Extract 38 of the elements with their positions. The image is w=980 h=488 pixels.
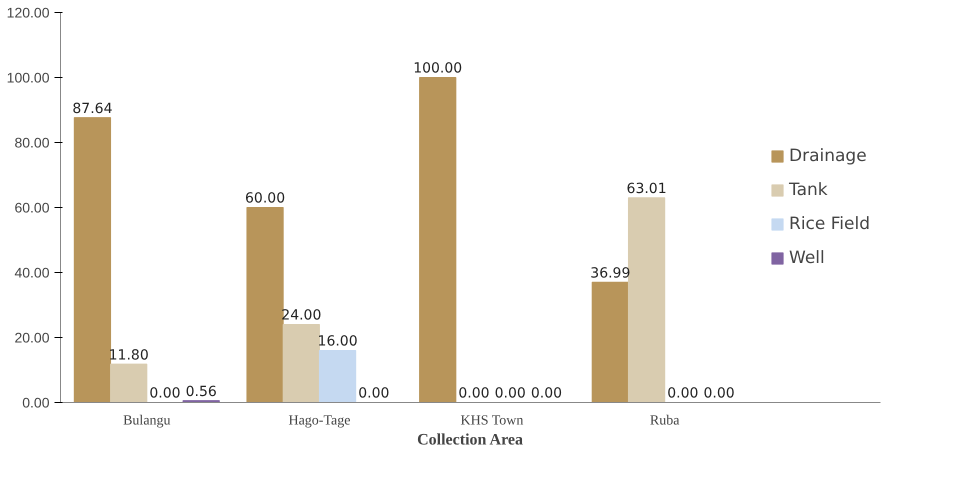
legend-label: Well bbox=[789, 248, 825, 268]
data-label: 0.56 bbox=[186, 384, 217, 400]
data-label: 60.00 bbox=[245, 190, 286, 207]
data-label: 100.00 bbox=[413, 60, 462, 77]
legend-label: Drainage bbox=[789, 146, 867, 166]
bar bbox=[110, 364, 148, 402]
bar bbox=[318, 350, 356, 402]
y-tick-label: 0.00 bbox=[22, 394, 50, 410]
data-label: 0.00 bbox=[494, 386, 526, 402]
bar bbox=[282, 324, 320, 402]
legend-label: Tank bbox=[789, 180, 828, 200]
x-tick-label: Bulangu bbox=[123, 414, 171, 428]
legend-label: Rice Field bbox=[789, 214, 870, 234]
y-tick-label: 80.00 bbox=[14, 134, 50, 150]
x-tick-label: KHS Town bbox=[460, 414, 524, 428]
y-tick-label: 60.00 bbox=[14, 200, 50, 216]
x-tick-label: Hago-Tage bbox=[288, 414, 350, 428]
y-tick-label: 40.00 bbox=[14, 264, 50, 280]
y-tick-label: 120.00 bbox=[6, 4, 50, 20]
bar bbox=[74, 117, 112, 402]
data-label: 0.00 bbox=[458, 386, 490, 402]
x-axis-title: Collection Area bbox=[417, 432, 524, 448]
data-label: 63.01 bbox=[626, 180, 667, 197]
data-label: 0.00 bbox=[358, 386, 390, 402]
bar bbox=[628, 197, 666, 402]
data-label: 0.00 bbox=[704, 386, 735, 402]
y-tick-label: 20.00 bbox=[14, 330, 50, 346]
bar bbox=[419, 77, 456, 402]
data-label: 36.99 bbox=[590, 265, 630, 282]
x-tick-label: Ruba bbox=[650, 414, 680, 428]
bar bbox=[246, 207, 284, 402]
data-label: 87.64 bbox=[72, 100, 113, 117]
y-tick-label: 100.00 bbox=[6, 70, 50, 86]
data-label: 16.00 bbox=[318, 334, 358, 350]
data-label: 0.00 bbox=[149, 386, 181, 402]
bar bbox=[592, 282, 629, 402]
data-label: 0.00 bbox=[667, 386, 698, 402]
data-label: 0.00 bbox=[530, 386, 562, 402]
